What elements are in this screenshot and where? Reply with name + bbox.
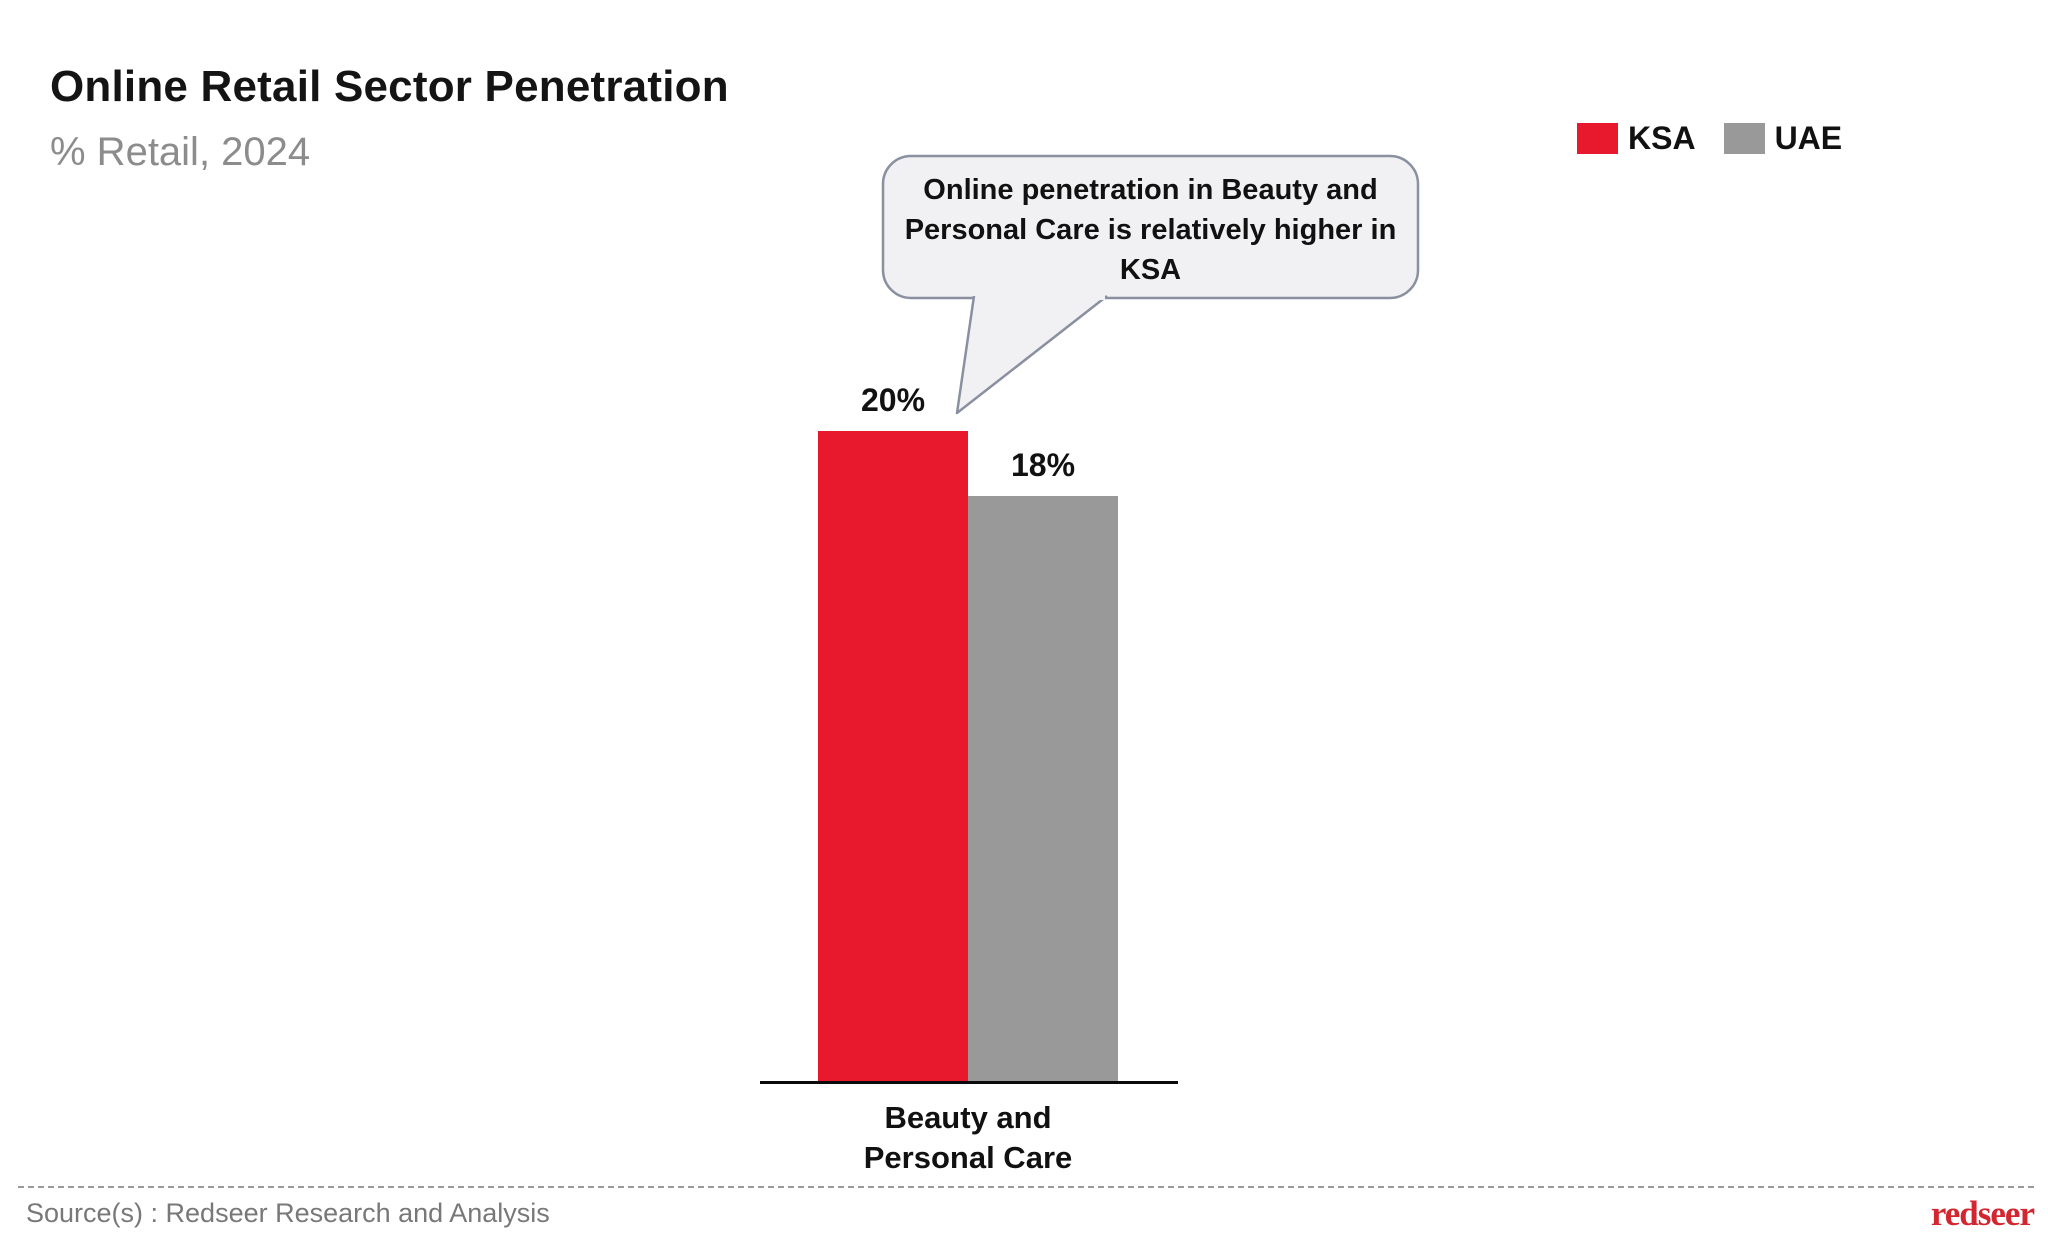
bar-value-label-uae: 18% xyxy=(1010,447,1076,483)
callout-bubble-shape xyxy=(881,154,1420,415)
bar-ksa xyxy=(818,431,968,1083)
bar-uae xyxy=(968,496,1118,1083)
source-note: Source(s) : Redseer Research and Analysi… xyxy=(26,1198,550,1228)
legend-swatch-ksa xyxy=(1577,123,1618,154)
plot-area: 20% 18% xyxy=(760,0,1178,1083)
x-axis-line xyxy=(760,1081,1178,1084)
legend-label-uae: UAE xyxy=(1774,120,1843,156)
bar-value-label-ksa: 20% xyxy=(860,382,926,418)
footer-divider xyxy=(18,1186,2034,1188)
x-axis-category-label: Beauty and Personal Care xyxy=(863,1100,1073,1176)
legend-swatch-uae xyxy=(1723,123,1765,154)
page-title: Online Retail Sector Penetration xyxy=(50,62,729,111)
legend-item-ksa: KSA xyxy=(1577,120,1696,157)
page-subtitle: % Retail, 2024 xyxy=(50,130,311,174)
legend-item-uae: UAE xyxy=(1723,120,1843,157)
legend-label-ksa: KSA xyxy=(1628,120,1696,156)
redseer-logo: redseer xyxy=(1930,1194,2035,1233)
callout-annotation: Online penetration in Beauty and Persona… xyxy=(904,174,1397,287)
chart-legend: KSA UAE xyxy=(1577,120,1842,157)
